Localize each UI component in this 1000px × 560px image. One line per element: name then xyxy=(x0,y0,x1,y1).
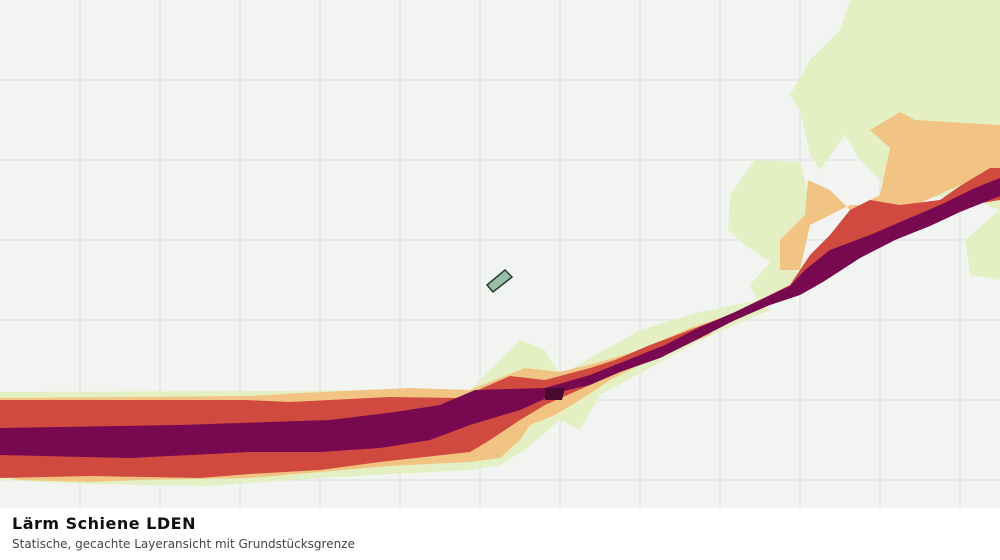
map-subtitle: Statische, gecachte Layeransicht mit Gru… xyxy=(12,537,355,551)
caption: Lärm Schiene LDEN Statische, gecachte La… xyxy=(0,508,1000,560)
map-view xyxy=(0,0,1000,508)
parcel-boundary xyxy=(485,268,514,294)
noise-bands xyxy=(0,0,1000,486)
map-title: Lärm Schiene LDEN xyxy=(12,514,196,533)
